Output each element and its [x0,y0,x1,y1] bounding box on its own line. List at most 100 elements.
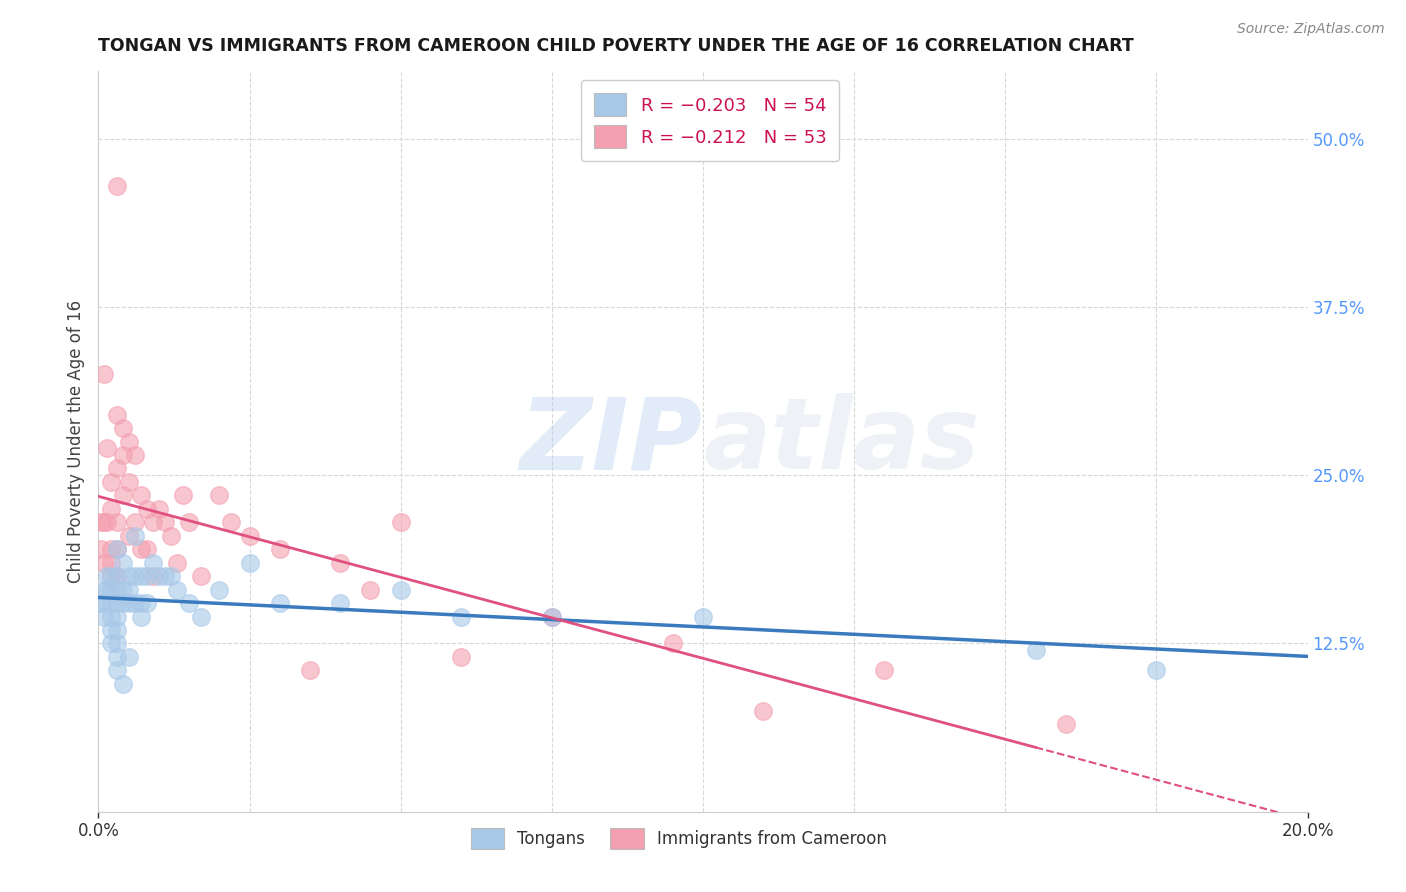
Point [105,582,128,597]
Point [100,475,122,489]
Point [124,516,146,530]
Point [100,542,122,557]
Text: Source: ZipAtlas.com: Source: ZipAtlas.com [1237,22,1385,37]
Point [450,649,472,664]
Point [105,516,128,530]
Point [105,664,128,678]
Point [239,556,262,570]
Point [540,609,562,624]
Point [160,569,183,583]
Point [148,569,170,583]
Point [450,609,472,624]
Point [172,488,194,502]
Point [118,475,141,489]
Point [105,636,128,650]
Point [96,582,118,597]
Point [111,596,134,610]
Point [124,448,146,462]
Point [100,609,122,624]
Point [329,596,352,610]
Point [142,569,165,583]
Point [221,516,243,530]
Point [100,596,122,610]
Point [142,556,165,570]
Point [166,582,188,597]
Point [124,569,146,583]
Point [96,442,118,456]
Point [111,677,134,691]
Point [692,609,714,624]
Point [111,582,134,597]
Point [190,609,212,624]
Point [118,649,141,664]
Text: atlas: atlas [703,393,980,490]
Point [93,596,115,610]
Point [93,609,115,624]
Point [135,569,157,583]
Point [105,178,128,193]
Point [166,556,188,570]
Point [1054,717,1077,731]
Point [96,516,118,530]
Point [111,448,134,462]
Point [129,596,152,610]
Point [179,596,201,610]
Point [100,501,122,516]
Point [124,596,146,610]
Point [111,421,134,435]
Point [389,582,412,597]
Point [153,516,176,530]
Point [105,569,128,583]
Point [105,542,128,557]
Point [105,609,128,624]
Point [208,582,231,597]
Point [100,556,122,570]
Point [111,488,134,502]
Point [105,408,128,422]
Point [269,596,291,610]
Point [118,569,141,583]
Point [135,501,157,516]
Point [661,636,683,650]
Point [118,529,141,543]
Point [160,529,183,543]
Point [93,368,115,382]
Point [93,582,115,597]
Point [118,596,141,610]
Point [129,609,152,624]
Point [105,542,128,557]
Point [90,596,112,610]
Point [90,516,112,530]
Point [129,542,152,557]
Point [540,609,562,624]
Point [105,623,128,637]
Point [111,556,134,570]
Point [752,704,775,718]
Point [129,488,152,502]
Point [90,542,112,557]
Point [148,501,170,516]
Point [179,516,201,530]
Point [1024,643,1046,657]
Point [873,664,896,678]
Point [105,596,128,610]
Y-axis label: Child Poverty Under the Age of 16: Child Poverty Under the Age of 16 [66,300,84,583]
Point [239,529,262,543]
Point [105,461,128,475]
Point [118,582,141,597]
Text: ZIP: ZIP [520,393,703,490]
Point [100,623,122,637]
Point [96,569,118,583]
Point [190,569,212,583]
Point [360,582,382,597]
Point [135,596,157,610]
Point [142,516,165,530]
Point [105,649,128,664]
Text: TONGAN VS IMMIGRANTS FROM CAMEROON CHILD POVERTY UNDER THE AGE OF 16 CORRELATION: TONGAN VS IMMIGRANTS FROM CAMEROON CHILD… [98,37,1135,54]
Point [93,556,115,570]
Point [105,569,128,583]
Point [100,569,122,583]
Point [100,569,122,583]
Point [93,516,115,530]
Point [100,636,122,650]
